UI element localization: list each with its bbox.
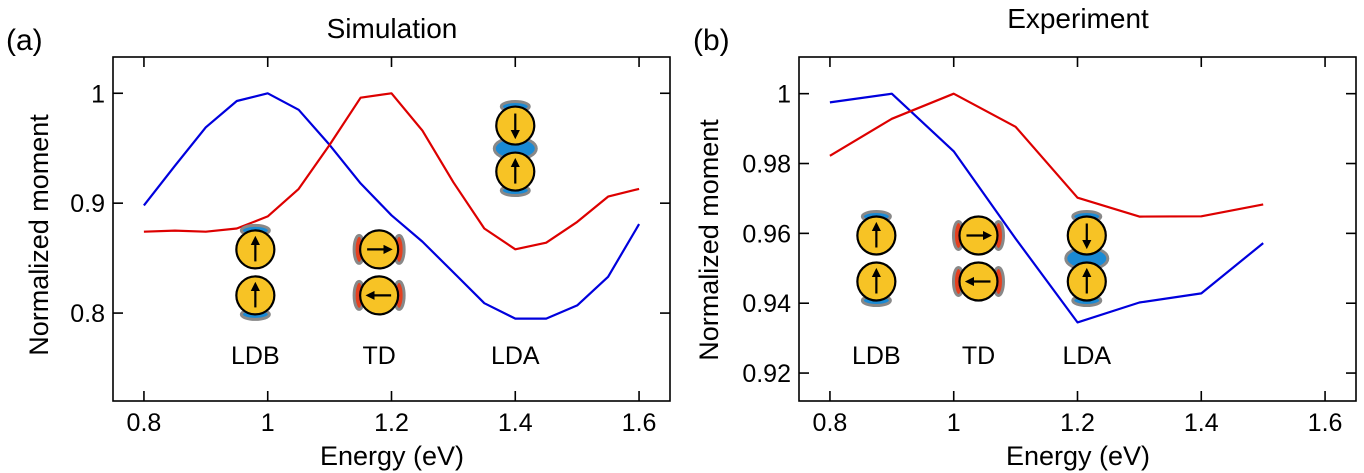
lda-moment-icon [1064,210,1110,308]
y-axis-title-b: Normalized moment [694,119,724,361]
y-tick-label: 0.94 [742,290,791,318]
mode-label-td: TD [362,342,395,370]
panel-a: (a) Simulation 0.8 1 1.2 1.4 1.6 0.8 0.9 1 LDB TD… [6,13,671,471]
blue-series-line [143,92,641,320]
x-tick-label: 1 [947,409,961,437]
panel-tag-b: (b) [693,24,730,57]
plot-area-a: 0.8 1 1.2 1.4 1.6 0.8 0.9 1 LDB TD LDA [70,56,671,437]
panel-b: (b) Experiment 0.8 1 1.2 1.4 1.6 0.92 0.94 0.96… [693,3,1357,471]
mode-label-td: TD [962,342,995,370]
y-tick-label: 1 [777,81,791,109]
mode-label-lda: LDA [1062,342,1111,370]
plot-area-b: 0.8 1 1.2 1.4 1.6 0.92 0.94 0.96 0.98 1 LDB TD LDA [742,56,1357,437]
panel-title-a: Simulation [327,13,458,44]
blue-series-line [829,92,1264,324]
td-moment-icon [352,229,406,316]
ldb-moment-icon [235,223,276,321]
y-tick-label: 0.98 [742,151,791,179]
y-tick-label: 0.8 [70,300,105,328]
x-tick-label: 1.4 [498,409,533,437]
x-axis-title-b: Energy (eV) [1006,441,1150,471]
x-tick-label: 1.6 [622,409,657,437]
y-axis-title-a: Normalized moment [24,114,54,356]
panel-tag-a: (a) [6,24,43,57]
mode-label-ldb: LDB [852,342,901,370]
mode-label-lda: LDA [491,342,540,370]
y-tick-label: 0.92 [742,360,791,388]
mode-label-ldb: LDB [231,342,280,370]
y-tick-label: 0.9 [70,190,105,218]
x-tick-label: 1 [261,409,275,437]
x-tick-label: 1.2 [374,409,409,437]
y-tick-label: 1 [91,80,105,108]
x-tick-label: 1.2 [1060,409,1095,437]
x-tick-label: 1.4 [1184,409,1219,437]
panel-title-b: Experiment [1007,3,1149,34]
x-tick-label: 0.8 [127,409,162,437]
red-series-line [143,92,640,251]
lda-moment-icon [492,100,538,198]
ldb-moment-icon [856,210,897,308]
y-tick-label: 0.96 [742,220,791,248]
x-axis-title-a: Energy (eV) [320,441,464,471]
x-tick-label: 0.8 [813,409,848,437]
td-moment-icon [951,215,1005,302]
x-tick-label: 1.6 [1308,409,1343,437]
red-series-line [829,92,1264,218]
